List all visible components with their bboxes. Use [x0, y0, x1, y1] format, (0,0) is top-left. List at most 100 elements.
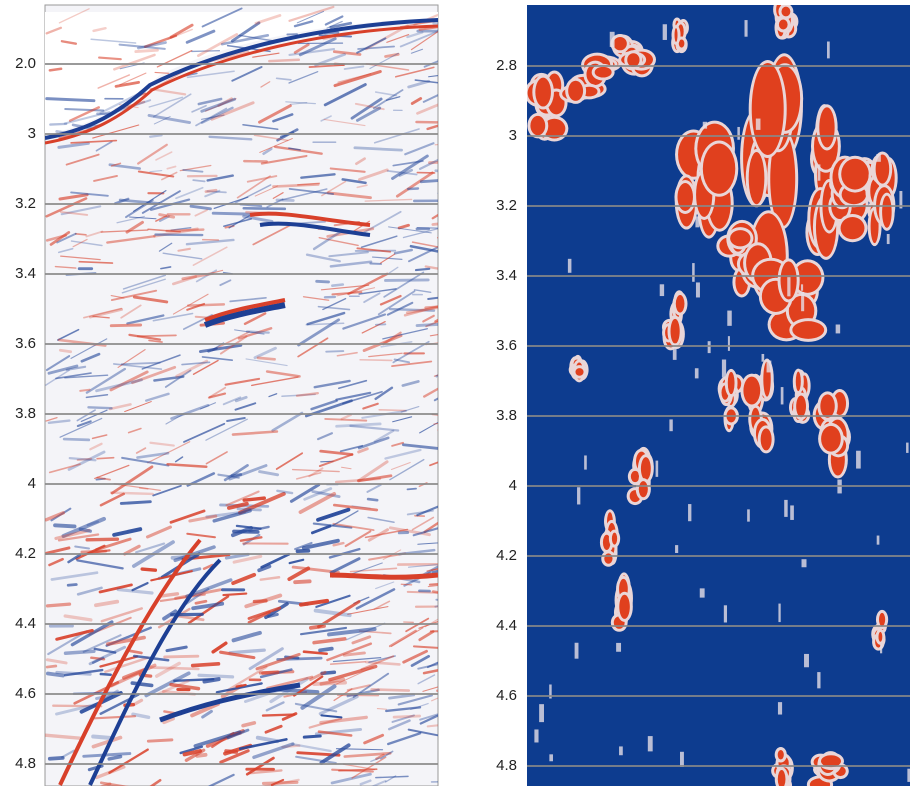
reflector-streak — [366, 483, 382, 493]
reflector-streak — [235, 683, 247, 688]
reflector-streak — [47, 755, 65, 761]
reflector-streak — [418, 620, 438, 629]
reflector-streak — [165, 645, 188, 653]
reflector-streak — [309, 670, 327, 681]
reflector-streak — [72, 238, 88, 248]
reflector-streak — [210, 101, 255, 121]
reflector-streak — [418, 630, 435, 642]
reflector-streak — [154, 233, 204, 237]
reflector-streak — [386, 169, 418, 176]
reflector-streak — [63, 668, 104, 677]
reflector-streak — [261, 713, 296, 717]
speck — [790, 505, 794, 520]
reflector-streak — [253, 134, 289, 142]
reflector-streak — [149, 441, 175, 447]
reflector-streak — [261, 670, 280, 675]
reflector-streak — [228, 213, 253, 229]
anomaly — [770, 131, 796, 227]
reflector-streak — [357, 447, 369, 454]
anomaly — [760, 428, 772, 451]
reflector-streak — [122, 274, 166, 290]
reflector-streak — [329, 260, 373, 268]
reflector-streak — [191, 104, 207, 113]
reflector-streak — [308, 467, 324, 478]
reflector-streak — [260, 81, 271, 88]
anomaly — [878, 612, 886, 627]
reflector-streak — [317, 730, 353, 737]
reflector-streak — [315, 279, 330, 284]
reflector-streak — [83, 307, 123, 319]
reflector-streak — [258, 104, 292, 124]
horizon — [45, 24, 438, 145]
speck — [906, 442, 909, 453]
reflector-streak — [193, 730, 242, 748]
reflector-streak — [208, 392, 227, 399]
reflector-streak — [127, 427, 142, 434]
blank-area — [45, 12, 438, 135]
reflector-streak — [183, 422, 226, 443]
reflector-streak — [342, 313, 387, 330]
reflector-streak — [268, 58, 301, 63]
reflector-streak — [355, 106, 382, 122]
reflector-streak — [356, 37, 387, 54]
axis-label: 3 — [509, 127, 517, 144]
reflector-streak — [59, 210, 89, 216]
anomaly — [611, 532, 618, 545]
reflector-streak — [45, 97, 96, 103]
speck — [567, 258, 572, 273]
reflector-streak — [197, 97, 223, 106]
reflector-streak — [332, 50, 362, 56]
reflector-streak — [167, 28, 193, 40]
speck — [727, 336, 730, 351]
speck — [702, 121, 708, 129]
reflector-streak — [100, 229, 149, 233]
reflector-streak — [422, 668, 438, 675]
reflector-streak — [206, 174, 234, 182]
speck — [672, 343, 677, 360]
reflector-streak — [320, 115, 332, 122]
reflector-streak — [318, 695, 359, 716]
reflector-streak — [398, 168, 413, 177]
reflector-streak — [299, 626, 348, 636]
reflector-streak — [47, 419, 71, 425]
horizon — [329, 572, 438, 580]
reflector-streak — [70, 240, 103, 247]
speck — [780, 387, 784, 405]
reflector-streak — [162, 716, 175, 725]
anomaly — [675, 294, 685, 313]
reflector-streak — [351, 635, 372, 645]
reflector-streak — [53, 523, 77, 529]
axis-label: 4 — [509, 477, 517, 494]
reflector-streak — [45, 602, 72, 608]
axis-label: 4.2 — [496, 547, 517, 564]
reflector-streak — [145, 525, 172, 539]
axis-label: 2.0 — [15, 55, 36, 72]
speck — [827, 41, 830, 59]
reflector-streak — [88, 645, 127, 666]
anomaly — [778, 19, 788, 30]
reflector-streak — [424, 265, 438, 270]
anomaly — [820, 394, 835, 418]
reflector-streak — [327, 191, 372, 200]
reflector-streak — [231, 630, 262, 643]
reflector-streak — [132, 295, 169, 304]
anomaly — [640, 457, 651, 481]
reflector-streak — [424, 305, 438, 309]
speck — [755, 118, 761, 130]
reflector-streak — [86, 520, 100, 527]
reflector-streak — [276, 489, 294, 495]
reflector-streak — [431, 222, 438, 226]
anomaly — [702, 143, 736, 194]
reflector-streak — [417, 674, 436, 685]
anomaly — [840, 216, 865, 240]
anomaly — [748, 151, 765, 205]
reflector-streak — [350, 97, 383, 120]
reflector-streak — [265, 701, 285, 712]
reflector-streak — [255, 652, 301, 671]
reflector-streak — [201, 709, 213, 719]
reflector-streak — [331, 291, 363, 296]
reflector-streak — [91, 434, 108, 440]
reflector-streak — [219, 650, 256, 660]
reflector-streak — [324, 417, 368, 422]
reflector-streak — [222, 396, 242, 406]
